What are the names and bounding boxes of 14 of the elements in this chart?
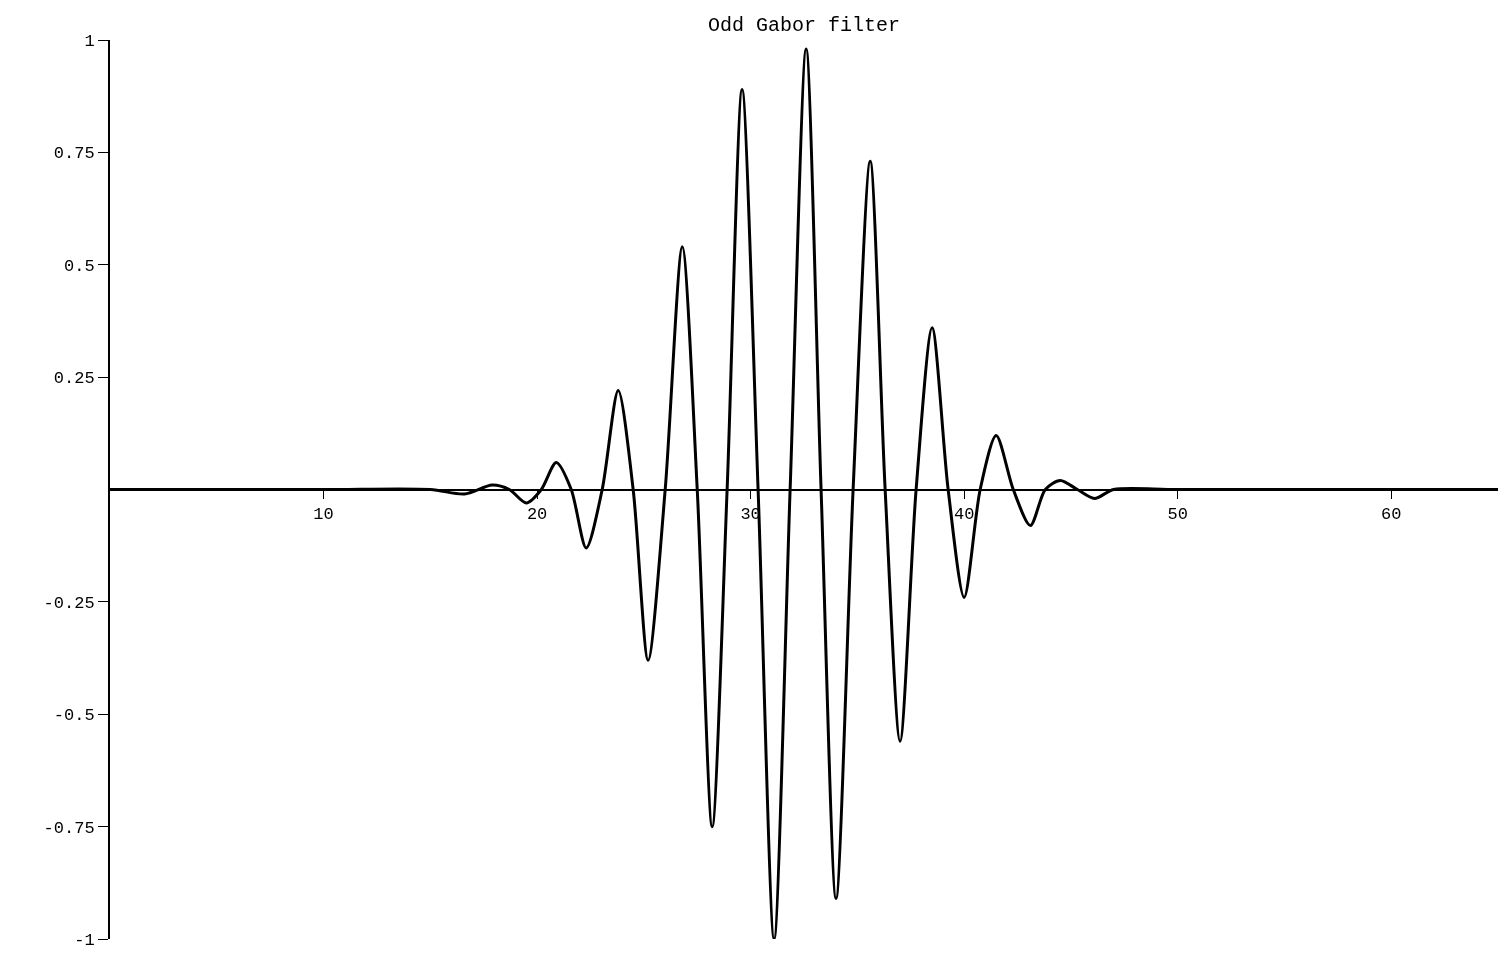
x-tick-label: 40 (953, 504, 975, 524)
x-tick-label: 10 (313, 504, 334, 524)
y-tick-label: -0.25 (43, 593, 95, 613)
x-tick-label: 50 (1167, 504, 1188, 524)
y-tick-label: -1 (74, 930, 95, 950)
y-tick-label: 0.75 (53, 144, 95, 164)
y-tick-label: 1 (84, 31, 95, 51)
y-tick-label: 0.25 (53, 369, 95, 389)
x-tick-label: 60 (1381, 504, 1402, 524)
y-tick-label: -0.75 (43, 818, 95, 838)
y-tick-label: -0.5 (53, 706, 95, 726)
x-tick-label: 20 (526, 504, 548, 524)
chart-title: Odd Gabor filter (707, 13, 901, 37)
y-tick-label: 0.5 (63, 256, 95, 276)
